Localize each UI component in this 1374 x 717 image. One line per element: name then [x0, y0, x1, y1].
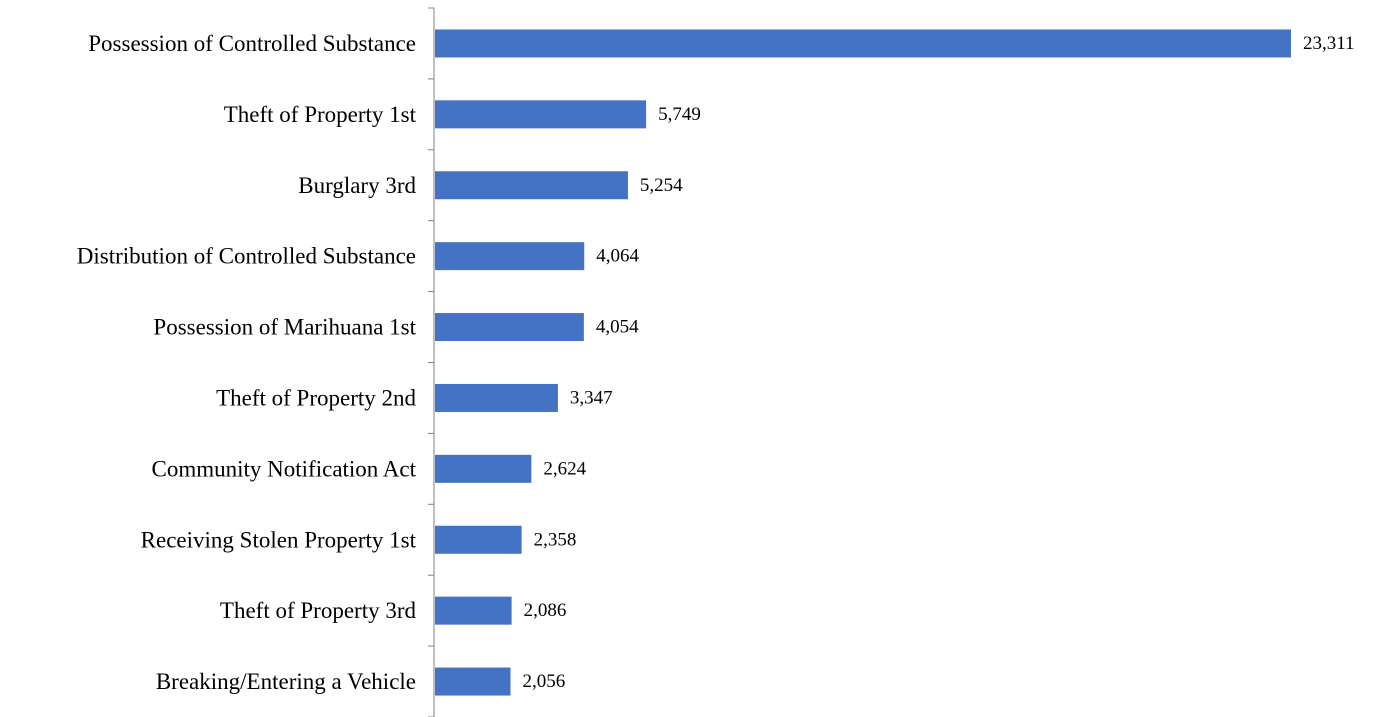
value-label: 23,311 [1303, 33, 1355, 54]
category-label: Distribution of Controlled Substance [77, 244, 416, 269]
value-label: 2,056 [522, 671, 565, 692]
value-label: 2,086 [524, 600, 567, 621]
value-label: 2,358 [534, 529, 577, 550]
bar [435, 525, 522, 554]
bar [435, 100, 647, 129]
category-label: Possession of Marihuana 1st [153, 315, 416, 340]
bar [435, 596, 512, 625]
category-label: Theft of Property 3rd [220, 598, 417, 623]
value-label: 4,054 [596, 317, 639, 338]
value-label: 2,624 [543, 458, 586, 479]
bar [435, 29, 1291, 58]
category-label: Burglary 3rd [298, 173, 416, 198]
bar [435, 242, 585, 271]
bars [435, 29, 1291, 696]
value-labels: 23,311 5,749 5,254 4,064 4,054 3,347 2,624 2,35… [522, 33, 1354, 692]
category-label: Breaking/Entering a Vehicle [156, 669, 416, 694]
value-label: 3,347 [570, 387, 613, 408]
value-label: 5,254 [640, 175, 683, 196]
value-label: 4,064 [596, 246, 639, 267]
category-labels: Possession of Controlled Substance Theft … [77, 31, 417, 694]
category-label: Theft of Property 2nd [216, 385, 416, 410]
bar [435, 383, 558, 412]
category-label: Community Notification Act [152, 456, 417, 481]
bar [435, 171, 628, 200]
bar [435, 454, 532, 483]
bar [435, 667, 511, 696]
category-label: Possession of Controlled Substance [88, 31, 416, 56]
bar [435, 313, 584, 342]
category-label: Receiving Stolen Property 1st [141, 527, 417, 552]
value-label: 5,749 [658, 104, 701, 125]
category-label: Theft of Property 1st [224, 102, 417, 127]
axis-ticks [428, 7, 434, 717]
